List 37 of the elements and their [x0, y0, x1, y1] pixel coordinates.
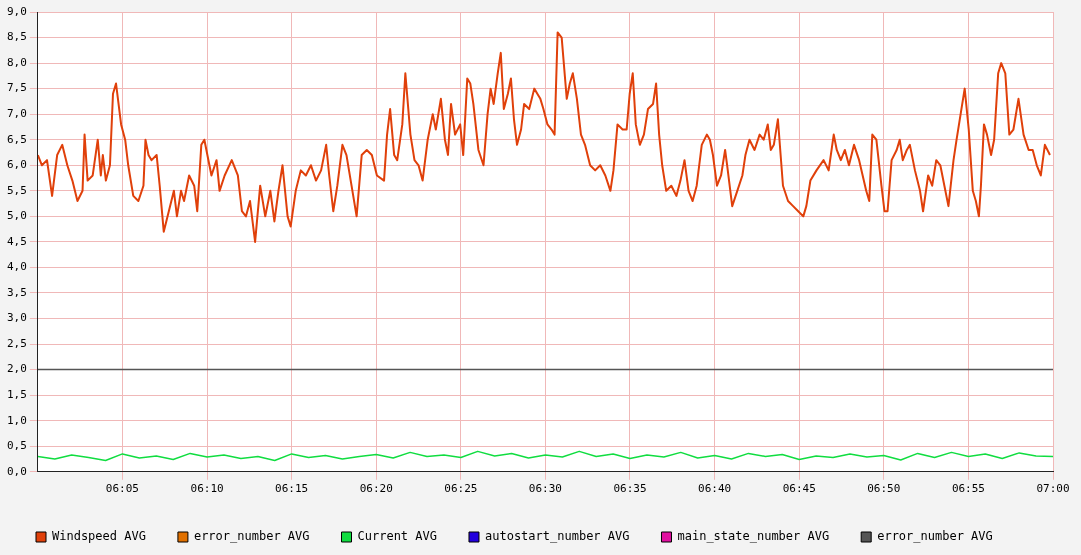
- y-tick-label: 0,5: [6, 439, 27, 453]
- x-tick-label: 06:05: [105, 482, 139, 496]
- y-tick-label: 2,5: [6, 336, 27, 350]
- x-tick-label: 06:55: [951, 482, 985, 496]
- y-tick-label: 6,5: [6, 132, 27, 146]
- y-tick-label: 5,0: [6, 209, 27, 223]
- y-tick-label: 4,5: [6, 234, 27, 248]
- y-tick-label: 3,0: [6, 311, 27, 325]
- x-tick-label: 07:00: [1036, 482, 1070, 496]
- x-tick-label: 06:35: [613, 482, 647, 496]
- legend-label: autostart_number AVG: [484, 529, 630, 544]
- x-tick-label: 06:15: [275, 482, 309, 496]
- y-tick-label: 0,0: [6, 464, 27, 478]
- y-tick-label: 1,0: [6, 413, 27, 427]
- y-tick-label: 1,5: [6, 388, 27, 402]
- y-tick-label: 6,0: [6, 158, 27, 172]
- y-tick-label: 8,5: [6, 30, 27, 44]
- x-tick-label: 06:45: [782, 482, 816, 496]
- y-tick-label: 7,5: [6, 81, 27, 95]
- y-tick-label: 2,0: [6, 362, 27, 376]
- legend-label: Current AVG: [357, 529, 437, 544]
- legend-label: main_state_number AVG: [677, 529, 830, 544]
- y-tick-label: 7,0: [6, 107, 27, 121]
- x-tick-label: 06:30: [528, 482, 562, 496]
- x-tick-label: 06:25: [444, 482, 478, 496]
- y-tick-label: 5,5: [6, 183, 27, 197]
- legend-label: error_number AVG: [193, 529, 310, 544]
- legend-label: error_number AVG: [877, 529, 993, 544]
- y-tick-label: 9,0: [6, 4, 27, 18]
- x-tick-label: 06:10: [190, 482, 224, 496]
- y-tick-label: 8,0: [6, 55, 27, 69]
- y-tick-label: 4,0: [6, 260, 27, 274]
- y-tick-label: 3,5: [6, 285, 27, 299]
- legend-label: Windspeed AVG: [52, 529, 146, 544]
- x-tick-label: 06:50: [867, 482, 901, 496]
- x-tick-label: 06:20: [359, 482, 393, 496]
- x-tick-label: 06:40: [698, 482, 732, 496]
